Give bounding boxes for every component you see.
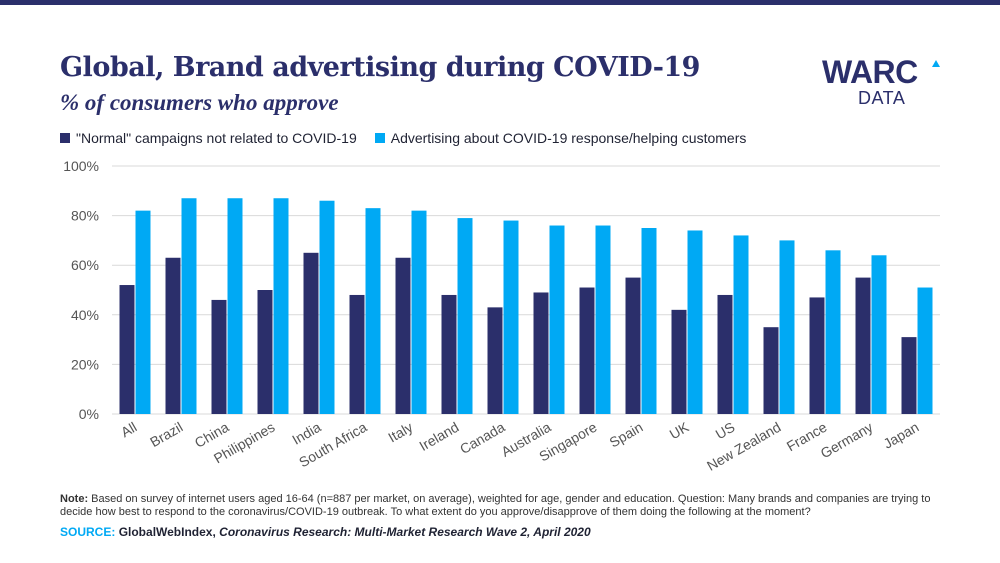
bar-normal [165,257,181,414]
x-tick-label: Spain [606,419,645,451]
legend-item-covid: Advertising about COVID-19 response/help… [374,130,747,146]
x-tick-label: Japan [880,419,921,452]
legend-label-covid: Advertising about COVID-19 response/help… [390,130,747,146]
bar-normal [533,292,549,414]
x-tick-label: Italy [385,419,415,446]
bar-covid [319,200,335,414]
source-org: GlobalWebIndex, [118,525,216,539]
x-tick-label: Ireland [416,419,461,454]
footnote: Note: Based on survey of internet users … [60,493,945,519]
legend-swatch-normal [60,133,70,143]
y-tick-label: 80% [71,208,99,224]
bar-chart: 0%20%40%60%80%100%All Brazil ChinaPhilippi… [63,158,940,474]
warc-data-logo: WARC DATA [822,55,947,110]
logo-triangle-icon [932,60,940,67]
note-label: Note: [60,493,89,505]
bar-covid [365,208,381,414]
bar-covid [227,198,243,414]
bar-normal [211,299,227,414]
logo-subtext: DATA [858,88,906,108]
bar-covid [917,287,933,414]
x-tick-label: Brazil [147,419,185,450]
y-tick-label: 20% [71,356,99,372]
bar-covid [825,250,841,414]
y-tick-label: 0% [79,406,99,422]
bar-covid [641,228,657,414]
x-tick-label: Germany [818,419,876,462]
note-text: Based on survey of internet users aged 1… [60,493,931,518]
bar-normal [441,294,457,414]
bar-normal [625,277,641,414]
x-tick-label: UK [667,418,692,442]
source-line: SOURCE: GlobalWebIndex, Coronavirus Rese… [60,525,591,539]
bar-covid [733,235,749,414]
y-tick-label: 60% [71,257,99,273]
chart-legend: "Normal" campaigns not related to COVID-… [60,130,764,146]
bar-covid [273,198,289,414]
chart-title: Global, Brand advertising during COVID-1… [60,52,700,83]
x-tick-label: US [713,419,738,443]
legend-label-normal: "Normal" campaigns not related to COVID-… [76,130,357,146]
bar-normal [395,257,411,414]
bar-normal [809,297,825,414]
bar-covid [549,225,565,414]
bar-normal [717,294,733,414]
bar-normal [303,252,319,414]
bar-covid [871,255,887,414]
logo-wordmark: WARC [822,54,918,90]
bar-covid [779,240,795,414]
bar-normal [671,309,687,414]
legend-item-normal: "Normal" campaigns not related to COVID-… [60,130,357,146]
bar-covid [181,198,197,414]
bar-normal [119,285,135,414]
y-tick-label: 40% [71,307,99,323]
bar-normal [855,277,871,414]
source-title: Coronavirus Research: Multi-Market Resea… [219,525,591,539]
bar-normal [487,307,503,414]
bar-normal [901,337,917,414]
bar-normal [257,290,273,414]
bar-covid [135,210,151,414]
bar-covid [687,230,703,414]
chart-subtitle: % of consumers who approve [60,90,339,115]
top-accent-bar [0,0,1000,5]
source-label: SOURCE: [60,525,116,539]
bar-covid [595,225,611,414]
x-tick-label: All [118,419,139,441]
y-tick-label: 100% [63,158,99,174]
x-tick-label: Canada [457,419,508,457]
bar-normal [579,287,595,414]
bar-covid [457,218,473,414]
bar-normal [349,294,365,414]
legend-swatch-covid [374,133,385,143]
bar-covid [411,210,427,414]
bar-covid [503,220,519,414]
bar-normal [763,327,779,414]
